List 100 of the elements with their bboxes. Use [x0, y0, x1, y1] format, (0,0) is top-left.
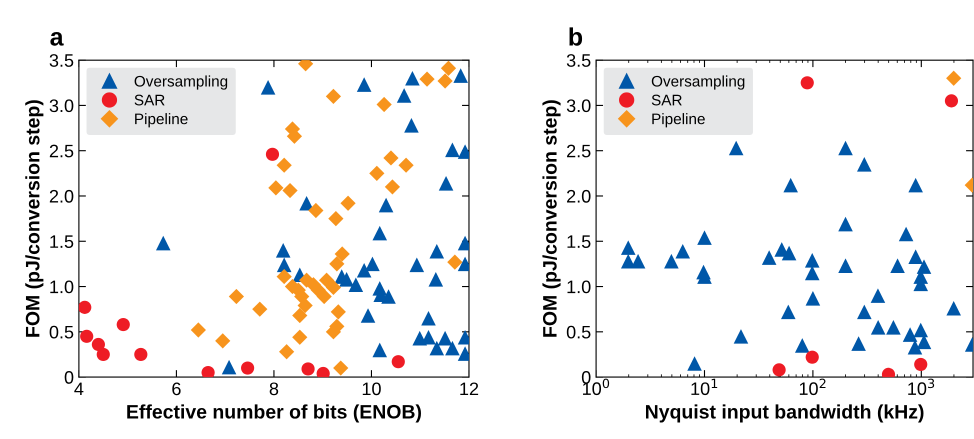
point	[365, 256, 380, 272]
point	[190, 322, 206, 338]
point	[438, 330, 452, 346]
point	[372, 226, 388, 240]
point	[328, 211, 344, 226]
point	[116, 318, 130, 332]
point	[92, 338, 105, 352]
point	[241, 361, 254, 375]
point	[80, 330, 94, 343]
y-tick-label: 3.5	[50, 54, 74, 67]
point	[392, 355, 405, 368]
point	[326, 280, 342, 296]
y-tick-label: 3.0	[566, 99, 591, 112]
x-tick-label: 10$^{1}$	[691, 378, 718, 396]
point	[445, 142, 460, 158]
point	[398, 158, 414, 173]
y-tick-label: 2.0	[567, 190, 591, 203]
point	[156, 236, 171, 250]
y-tick-label: 2.0	[50, 190, 74, 203]
point	[384, 179, 400, 195]
point	[430, 340, 444, 356]
y-axis-title: FOM (pJ/conversion step)	[25, 100, 44, 337]
point	[282, 182, 298, 198]
legend-label: SAR	[652, 94, 682, 106]
point	[356, 77, 372, 92]
point	[438, 176, 454, 191]
y-tick-label: 2.5	[50, 144, 74, 158]
x-tick-label: 10$^{3}$	[908, 378, 934, 396]
point	[428, 272, 444, 287]
point	[369, 166, 384, 181]
y-tick-label: 1.0	[568, 280, 591, 294]
chart-title: a	[50, 32, 64, 46]
x-tick-label: 8	[270, 382, 278, 396]
point	[326, 88, 342, 104]
point	[348, 277, 364, 292]
point	[334, 246, 350, 262]
point	[276, 258, 292, 272]
y-tick-label: 1.5	[568, 235, 590, 248]
point	[78, 300, 92, 314]
point	[299, 196, 314, 211]
x-tick-label: 10$^{2}$	[800, 378, 826, 396]
y-tick-label: 0.5	[50, 326, 74, 339]
point	[440, 60, 456, 76]
point	[396, 88, 412, 103]
y-tick-label: 1.5	[50, 235, 74, 248]
point	[447, 254, 462, 270]
point	[333, 360, 348, 376]
point	[318, 272, 334, 288]
point	[381, 289, 396, 304]
legend-label: Pipeline	[135, 113, 188, 128]
point	[356, 262, 372, 278]
point	[372, 342, 388, 358]
point	[445, 340, 460, 356]
y-tick-label: 1.0	[50, 280, 74, 294]
x-tick-label: 4	[74, 382, 84, 396]
point	[260, 80, 276, 95]
point	[276, 158, 292, 173]
point	[339, 272, 354, 287]
point	[376, 96, 392, 112]
point	[276, 268, 292, 284]
point	[330, 304, 346, 320]
point	[215, 333, 230, 348]
point	[298, 298, 313, 314]
point	[437, 73, 453, 89]
point	[266, 148, 280, 161]
point	[419, 72, 435, 87]
point	[292, 308, 308, 324]
y-tick-label: 0.5	[566, 326, 590, 339]
point	[96, 348, 110, 362]
point	[292, 330, 308, 345]
point	[421, 310, 436, 326]
y-tick-label: 3.0	[50, 99, 74, 112]
y-axis-title: FOM (pJ/conversion step)	[542, 100, 561, 337]
point	[383, 150, 399, 166]
legend-label: Oversampling	[134, 75, 228, 90]
point	[308, 202, 324, 218]
point	[404, 118, 419, 133]
y-tick-label: 2.5	[567, 144, 590, 158]
y-tick-label: 0	[64, 371, 74, 384]
point	[301, 362, 315, 376]
point	[316, 288, 332, 304]
y-tick-label: 3.5	[566, 54, 590, 67]
point	[430, 244, 444, 259]
point	[340, 196, 356, 211]
x-axis-title: Effective number of bits (ENOB)	[127, 404, 421, 422]
point	[134, 348, 148, 362]
point	[360, 308, 376, 323]
point	[453, 68, 468, 83]
point	[279, 344, 294, 360]
point	[329, 256, 344, 272]
point	[410, 258, 424, 272]
x-tick-label: 12	[460, 382, 478, 396]
point	[252, 302, 268, 317]
point	[405, 70, 420, 86]
point	[202, 366, 215, 378]
legend-label: Pipeline	[652, 113, 705, 128]
x-tick-label: 6	[172, 382, 181, 396]
x-tick-label: 10	[362, 382, 381, 396]
legend-label: Oversampling	[652, 75, 744, 90]
point	[276, 243, 290, 258]
